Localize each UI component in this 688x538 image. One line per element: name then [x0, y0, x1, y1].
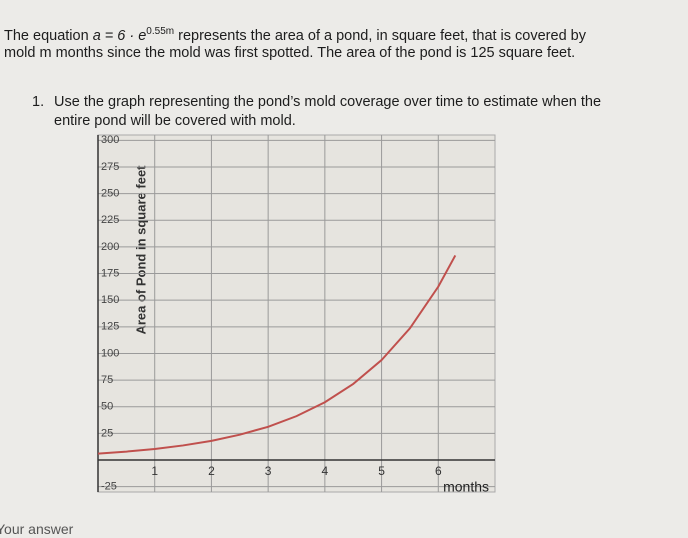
y-tick-label: 175: [101, 267, 119, 279]
text: The equation: [4, 27, 89, 44]
y-tick-label: 150: [101, 294, 119, 306]
question-line: Use the graph representing the pond’s mo…: [54, 94, 602, 110]
data-line: [97, 254, 457, 455]
plot-area: [97, 134, 496, 493]
question-number: 1.: [32, 94, 45, 110]
x-tick-label: 5: [378, 464, 385, 478]
y-tick-label: 75: [101, 374, 113, 386]
answer-label: Your answer: [0, 521, 74, 537]
y-tick-label: -25: [101, 481, 117, 493]
y-tick-label: 200: [101, 241, 119, 253]
intro-line: mold m months since the mold was first s…: [4, 45, 576, 61]
y-tick-label: 50: [101, 401, 113, 413]
x-tick-label: 3: [265, 464, 272, 478]
y-tick-label: 100: [101, 347, 119, 359]
text: represents the area of a pond, in square…: [178, 27, 586, 44]
x-tick-label: 4: [322, 464, 329, 478]
y-tick-label: 300: [101, 134, 119, 146]
y-tick-label: 225: [101, 214, 119, 226]
exponent: 0.55m: [146, 26, 175, 37]
y-tick-label: 275: [101, 161, 119, 173]
equation: a = 6 · e: [92, 27, 147, 44]
question-line: entire pond will be covered with mold.: [54, 113, 296, 129]
x-axis-label: months: [443, 479, 489, 495]
x-tick-label: 1: [151, 464, 158, 478]
y-tick-label: 125: [101, 321, 119, 333]
y-tick-label: 250: [101, 188, 119, 200]
x-tick-label: 2: [208, 464, 215, 478]
intro-line: The equation a = 6 · e0.55m represents t…: [4, 26, 586, 44]
y-axis-label: Area of Pond in square feet: [133, 165, 148, 335]
y-tick-label: 25: [101, 427, 113, 439]
x-tick-label: 6: [435, 464, 442, 478]
